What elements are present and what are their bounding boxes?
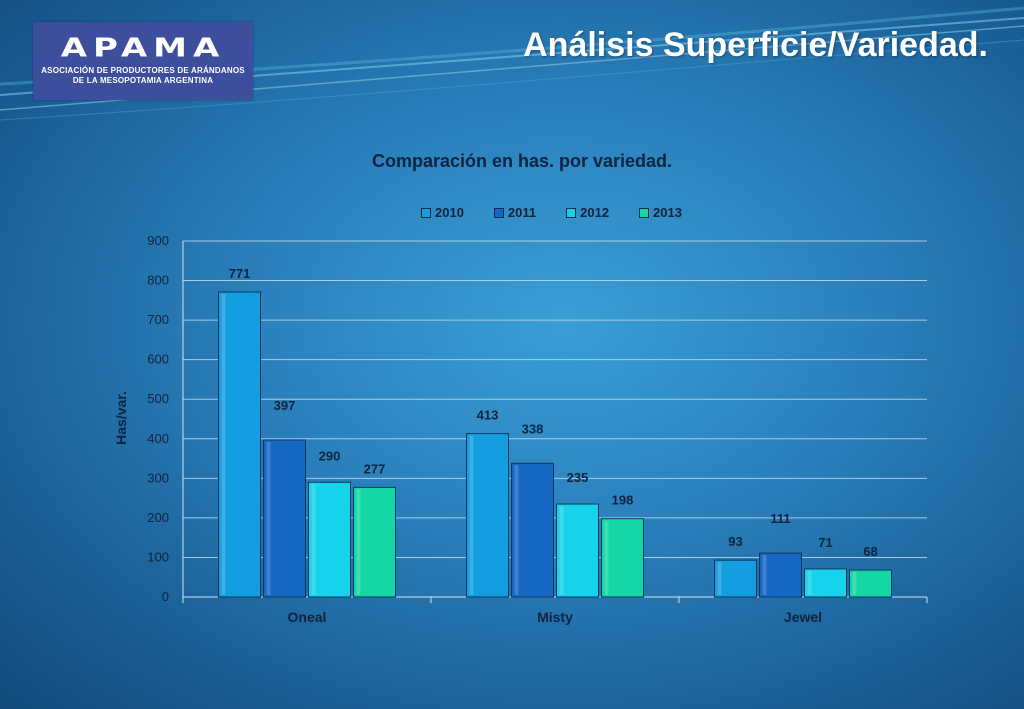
data-label-misty-2012: 235 xyxy=(567,470,589,485)
legend-label-2012: 2012 xyxy=(580,205,610,220)
legend-label-2010: 2010 xyxy=(435,205,464,220)
legend-swatch-2011 xyxy=(493,207,504,218)
data-label-jewel-2013: 68 xyxy=(863,544,877,559)
legend-item-2013: 2013 xyxy=(639,205,682,220)
bar-highlight-oneal-2012 xyxy=(311,484,316,595)
bar-jewel-2011 xyxy=(759,552,802,598)
bar-misty-2010 xyxy=(466,433,509,598)
bar-highlight-oneal-2013 xyxy=(356,489,361,595)
y-tick-label-700: 700 xyxy=(147,312,169,327)
bar-highlight-jewel-2011 xyxy=(762,555,767,595)
logo-brand: APAMA xyxy=(60,33,226,63)
bar-highlight-jewel-2012 xyxy=(807,570,812,595)
bar-highlight-jewel-2010 xyxy=(717,562,722,595)
data-label-oneal-2010: 771 xyxy=(229,266,251,281)
legend-item-2011: 2011 xyxy=(493,205,537,220)
bar-jewel-2010 xyxy=(714,559,757,598)
legend-label-2011: 2011 xyxy=(507,205,537,220)
chart-title: Comparación en has. por variedad. xyxy=(371,151,673,171)
legend-item-2012: 2012 xyxy=(566,205,609,220)
bar-highlight-oneal-2011 xyxy=(266,441,271,595)
y-tick-label-800: 800 xyxy=(147,273,169,288)
x-category-label-misty: Misty xyxy=(537,609,573,625)
bar-oneal-2011 xyxy=(263,439,306,598)
legend-swatch-2013 xyxy=(639,207,650,218)
bar-highlight-misty-2013 xyxy=(604,520,609,595)
bar-jewel-2012 xyxy=(804,568,847,598)
legend-swatch-2012 xyxy=(566,207,577,218)
bar-misty-2013 xyxy=(601,518,644,598)
bar-oneal-2010 xyxy=(218,291,261,598)
data-label-oneal-2012: 290 xyxy=(319,448,341,463)
legend-label-2013: 2013 xyxy=(653,205,682,220)
logo-subtitle-line-2: DE LA MESOPOTAMIA ARGENTINA xyxy=(72,76,214,85)
bar-highlight-jewel-2013 xyxy=(852,572,857,595)
y-tick-label-300: 300 xyxy=(147,470,169,485)
bar-highlight-misty-2010 xyxy=(469,435,474,595)
y-tick-label-500: 500 xyxy=(147,391,169,406)
y-tick-label-0: 0 xyxy=(162,589,169,604)
data-label-jewel-2011: 111 xyxy=(770,511,790,526)
apama-logo: APAMA ASOCIACIÓN DE PRODUCTORES DE ARÁND… xyxy=(33,22,253,100)
x-category-label-jewel: Jewel xyxy=(784,609,822,625)
data-label-jewel-2010: 93 xyxy=(728,534,742,549)
data-label-misty-2011: 338 xyxy=(522,421,544,436)
bar-misty-2011 xyxy=(511,462,554,598)
y-tick-label-600: 600 xyxy=(147,352,169,367)
data-label-misty-2010: 413 xyxy=(477,408,499,423)
bar-highlight-misty-2011 xyxy=(514,465,519,595)
bar-jewel-2013 xyxy=(849,569,892,598)
data-label-misty-2013: 198 xyxy=(612,493,634,508)
y-tick-label-900: 900 xyxy=(147,233,169,248)
data-label-jewel-2012: 71 xyxy=(818,535,832,550)
y-tick-label-100: 100 xyxy=(147,549,169,564)
bar-misty-2012 xyxy=(556,503,599,598)
data-label-oneal-2011: 397 xyxy=(274,398,296,413)
legend-item-2010: 2010 xyxy=(421,205,464,220)
legend-swatch-2010 xyxy=(421,207,431,218)
chart-legend: 2010 2011 2012 2013 xyxy=(421,205,682,220)
y-tick-label-400: 400 xyxy=(147,431,169,446)
bar-highlight-misty-2012 xyxy=(559,506,564,595)
logo-subtitle-line-1: ASOCIACIÓN DE PRODUCTORES DE ARÁNDANOS xyxy=(41,66,245,75)
bar-oneal-2012 xyxy=(308,481,351,598)
bar-highlight-oneal-2010 xyxy=(221,294,226,595)
slide-title: Análisis Superficie/Variedad. xyxy=(523,26,988,64)
y-tick-label-200: 200 xyxy=(147,510,169,525)
data-label-oneal-2013: 277 xyxy=(364,461,386,476)
bar-oneal-2013 xyxy=(353,486,396,598)
x-category-label-oneal: Oneal xyxy=(288,609,327,625)
